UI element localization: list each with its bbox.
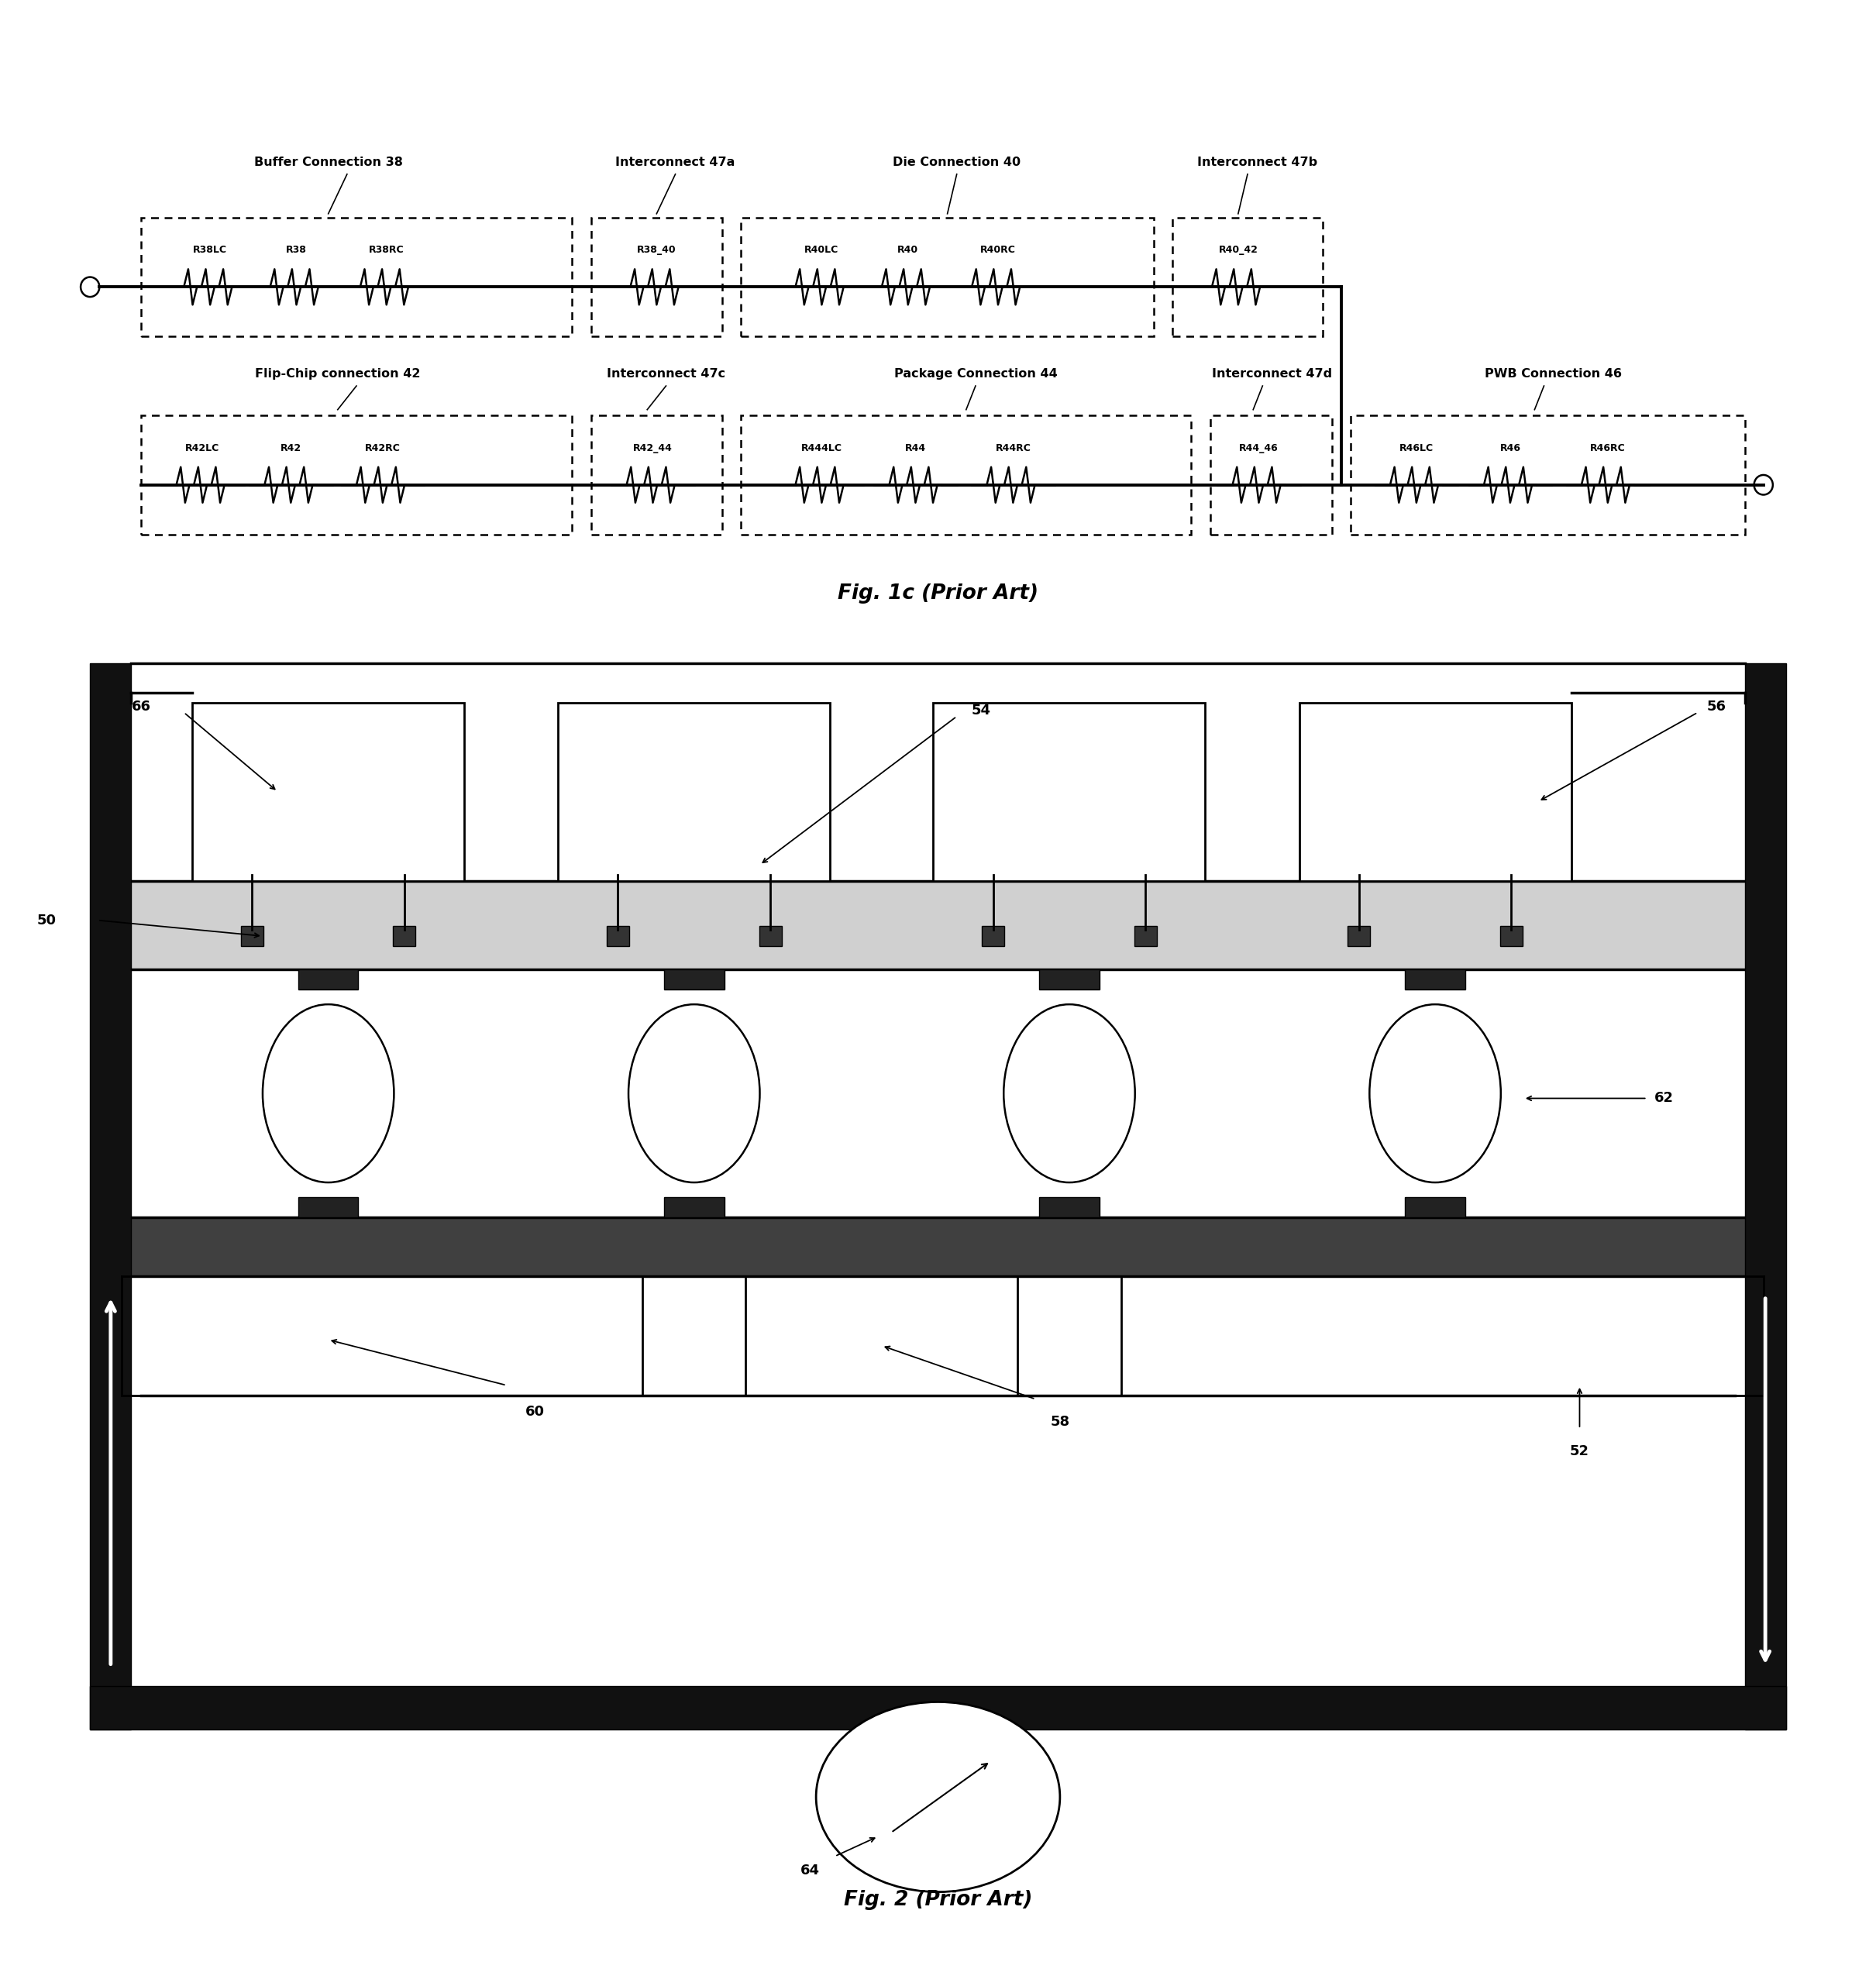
Text: Interconnect 47d: Interconnect 47d <box>1212 368 1332 380</box>
Text: R44: R44 <box>904 443 927 453</box>
FancyBboxPatch shape <box>122 881 1763 970</box>
Bar <box>606 926 628 946</box>
Bar <box>1039 1197 1099 1217</box>
Text: R40_42: R40_42 <box>1218 245 1259 255</box>
Bar <box>1210 416 1332 534</box>
Bar <box>298 970 358 990</box>
Text: 58: 58 <box>1051 1415 1069 1429</box>
Bar <box>559 703 829 881</box>
Text: Interconnect 47c: Interconnect 47c <box>606 368 726 380</box>
Text: R40LC: R40LC <box>805 245 839 255</box>
Bar <box>591 416 722 534</box>
Text: 50: 50 <box>38 912 56 928</box>
Ellipse shape <box>1369 1005 1501 1183</box>
Bar <box>591 218 722 336</box>
Text: R38: R38 <box>285 245 308 255</box>
Bar <box>298 1197 358 1217</box>
Bar <box>1135 926 1157 946</box>
Bar <box>1745 663 1786 1730</box>
Bar <box>1039 970 1099 990</box>
Ellipse shape <box>1004 1005 1135 1183</box>
Text: R46RC: R46RC <box>1591 443 1625 453</box>
Bar <box>1351 416 1745 534</box>
Text: 54: 54 <box>972 703 991 718</box>
Text: 62: 62 <box>1655 1090 1673 1106</box>
Ellipse shape <box>263 1005 394 1183</box>
Text: Die Connection 40: Die Connection 40 <box>893 156 1021 168</box>
Text: Interconnect 47b: Interconnect 47b <box>1197 156 1317 168</box>
Text: Flip-Chip connection 42: Flip-Chip connection 42 <box>255 368 420 380</box>
Text: Buffer Connection 38: Buffer Connection 38 <box>253 156 403 168</box>
Bar <box>122 1217 1763 1276</box>
Text: 64: 64 <box>801 1862 820 1878</box>
Bar <box>141 416 572 534</box>
Bar <box>741 218 1154 336</box>
Bar <box>760 926 782 946</box>
Ellipse shape <box>816 1702 1060 1892</box>
Text: 56: 56 <box>1707 699 1726 714</box>
Bar <box>1501 926 1523 946</box>
Text: Interconnect 47a: Interconnect 47a <box>615 156 735 168</box>
Bar <box>240 926 263 946</box>
Text: PWB Connection 46: PWB Connection 46 <box>1484 368 1623 380</box>
Bar <box>981 926 1004 946</box>
Text: R42LC: R42LC <box>186 443 219 453</box>
Text: 60: 60 <box>525 1405 544 1419</box>
Text: 52: 52 <box>1570 1445 1589 1459</box>
Text: R46LC: R46LC <box>1399 443 1433 453</box>
Bar <box>1347 926 1369 946</box>
Text: R40: R40 <box>897 245 919 255</box>
Bar <box>741 416 1191 534</box>
Text: R38LC: R38LC <box>193 245 227 255</box>
Bar <box>664 1197 724 1217</box>
Text: R44_46: R44_46 <box>1240 443 1278 453</box>
Text: R38RC: R38RC <box>370 245 403 255</box>
Text: Fig. 2 (Prior Art): Fig. 2 (Prior Art) <box>844 1890 1032 1910</box>
Bar <box>1405 1197 1465 1217</box>
Bar <box>90 1686 1786 1730</box>
Text: R38_40: R38_40 <box>638 245 675 255</box>
Text: R46: R46 <box>1499 443 1521 453</box>
Text: R40RC: R40RC <box>981 245 1015 255</box>
Bar <box>1405 970 1465 990</box>
Text: R42: R42 <box>280 443 302 453</box>
Text: 66: 66 <box>131 699 150 714</box>
Bar <box>394 926 416 946</box>
Text: R42RC: R42RC <box>366 443 400 453</box>
Text: Package Connection 44: Package Connection 44 <box>893 368 1058 380</box>
Bar <box>932 703 1204 881</box>
Bar <box>664 970 724 990</box>
Bar <box>90 663 131 1730</box>
Bar <box>141 218 572 336</box>
Ellipse shape <box>628 1005 760 1183</box>
Text: R42_44: R42_44 <box>632 443 673 453</box>
Text: Fig. 1c (Prior Art): Fig. 1c (Prior Art) <box>839 584 1037 604</box>
Bar <box>1298 703 1572 881</box>
Bar <box>1172 218 1323 336</box>
Text: R44RC: R44RC <box>996 443 1030 453</box>
Text: R444LC: R444LC <box>801 443 842 453</box>
Bar <box>191 703 465 881</box>
